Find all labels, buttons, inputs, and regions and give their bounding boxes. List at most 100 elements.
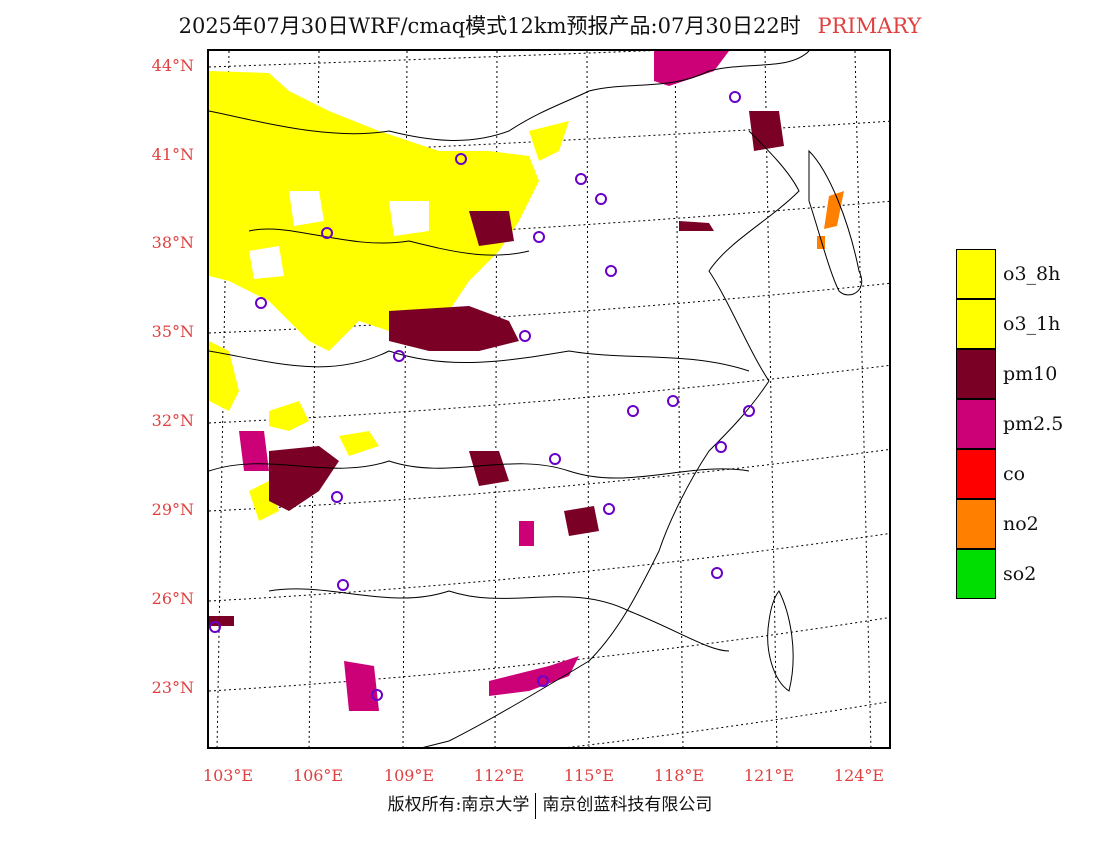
pm10-cluster-2 <box>269 446 339 511</box>
ozone-sw-2 <box>339 431 379 456</box>
pm10-cluster-7 <box>679 221 714 231</box>
gap-3 <box>389 201 429 236</box>
lon-label-118: 118°E <box>653 766 705 785</box>
city-marker <box>519 330 531 342</box>
city-marker <box>595 193 607 205</box>
lon-label-115: 115°E <box>563 766 615 785</box>
lat-32-line <box>209 364 889 424</box>
map-title: 2025年07月30日WRF/cmaq模式12km预报产品:07月30日22时 … <box>0 10 1100 40</box>
legend-label-co: co <box>1003 463 1026 485</box>
pm10-cluster-6 <box>469 211 514 246</box>
city-marker <box>549 453 561 465</box>
lon-label-103: 103°E <box>202 766 254 785</box>
city-marker <box>575 173 587 185</box>
gap-1 <box>289 191 324 226</box>
legend-label-pm10: pm10 <box>1003 363 1058 385</box>
city-marker <box>667 395 679 407</box>
lon-label-106: 106°E <box>292 766 344 785</box>
title-text: 2025年07月30日WRF/cmaq模式12km预报产品:07月30日22时 <box>178 14 801 38</box>
ozone-main <box>209 71 539 351</box>
taiwan-outline <box>767 590 794 692</box>
boundaries <box>209 51 862 747</box>
city-markers <box>209 91 755 701</box>
city-marker <box>209 621 221 633</box>
city-marker <box>331 491 343 503</box>
lon-label-112: 112°E <box>473 766 525 785</box>
city-marker <box>321 227 333 239</box>
gap-2 <box>249 246 284 279</box>
city-marker <box>715 441 727 453</box>
pm25-region <box>239 51 729 711</box>
city-marker <box>743 405 755 417</box>
lat-26-line <box>209 533 889 602</box>
no2-dot <box>817 236 825 249</box>
pm10-cluster-3 <box>469 451 509 486</box>
border-line-4 <box>209 460 750 479</box>
legend-label-o3-8h: o3_8h <box>1003 263 1061 285</box>
lat-23-line <box>209 617 889 692</box>
legend-swatch-pm25 <box>956 399 996 449</box>
legend-label-no2: no2 <box>1003 513 1039 535</box>
lat-label-23: 23°N <box>151 678 194 697</box>
border-line-3 <box>209 350 750 372</box>
lat-label-26: 26°N <box>151 589 194 608</box>
ozone-region <box>209 71 569 521</box>
footer-separator <box>535 792 537 819</box>
city-marker <box>627 405 639 417</box>
legend-swatch-co <box>956 449 996 499</box>
border-line-5 <box>268 588 730 652</box>
primary-label: PRIMARY <box>817 14 922 38</box>
lon-label-124: 124°E <box>833 766 885 785</box>
city-marker <box>393 350 405 362</box>
pm25-west <box>239 431 269 471</box>
lat-label-38: 38°N <box>151 233 194 252</box>
city-marker <box>255 297 267 309</box>
city-marker <box>605 265 617 277</box>
pm10-region <box>209 111 784 626</box>
copyright-company: 南京创蓝科技有限公司 <box>542 795 713 815</box>
lat-label-35: 35°N <box>151 322 194 341</box>
city-marker <box>603 503 615 515</box>
city-marker <box>537 675 549 687</box>
legend-swatch-pm10 <box>956 349 996 399</box>
pm25-south-2 <box>344 661 379 711</box>
legend-label-so2: so2 <box>1003 563 1037 585</box>
lat-label-41: 41°N <box>151 145 194 164</box>
pm25-south-1 <box>489 656 579 696</box>
legend-swatch-no2 <box>956 499 996 549</box>
city-marker <box>337 579 349 591</box>
city-marker <box>729 91 741 103</box>
copyright-owner: 版权所有:南京大学 <box>387 795 530 815</box>
legend-swatch-so2 <box>956 549 996 599</box>
lon-label-121: 121°E <box>743 766 795 785</box>
lat-label-44: 44°N <box>151 56 194 75</box>
city-marker <box>455 153 467 165</box>
lat-44-line <box>209 51 655 68</box>
legend-swatch-o3-1h <box>956 299 996 349</box>
pm25-east-1 <box>519 521 534 546</box>
border-line-2 <box>248 228 530 256</box>
coastline <box>422 130 800 747</box>
city-marker <box>371 689 383 701</box>
lon-label-109: 109°E <box>383 766 435 785</box>
city-marker <box>533 231 545 243</box>
no2-cluster <box>824 191 844 229</box>
lon-118-line <box>674 51 684 747</box>
lat-label-32: 32°N <box>151 411 194 430</box>
border-line-1 <box>209 51 810 141</box>
pm10-cluster-1 <box>389 306 519 351</box>
pm10-cluster-8 <box>209 616 234 626</box>
lon-124-line <box>854 51 872 747</box>
ozone-gaps <box>249 191 429 279</box>
pm10-cluster-5 <box>749 111 784 151</box>
lat-20-line <box>567 701 889 747</box>
ozone-sw-1 <box>269 401 309 431</box>
korea-outline <box>808 149 862 296</box>
lon-121-line <box>764 51 778 747</box>
legend-label-o3-1h: o3_1h <box>1003 313 1061 335</box>
lat-label-29: 29°N <box>151 500 194 519</box>
pm10-cluster-4 <box>564 506 599 536</box>
lat-29-line <box>209 449 889 512</box>
ozone-ne <box>529 121 569 161</box>
copyright-footer: 版权所有:南京大学 南京创蓝科技有限公司 <box>0 790 1100 819</box>
